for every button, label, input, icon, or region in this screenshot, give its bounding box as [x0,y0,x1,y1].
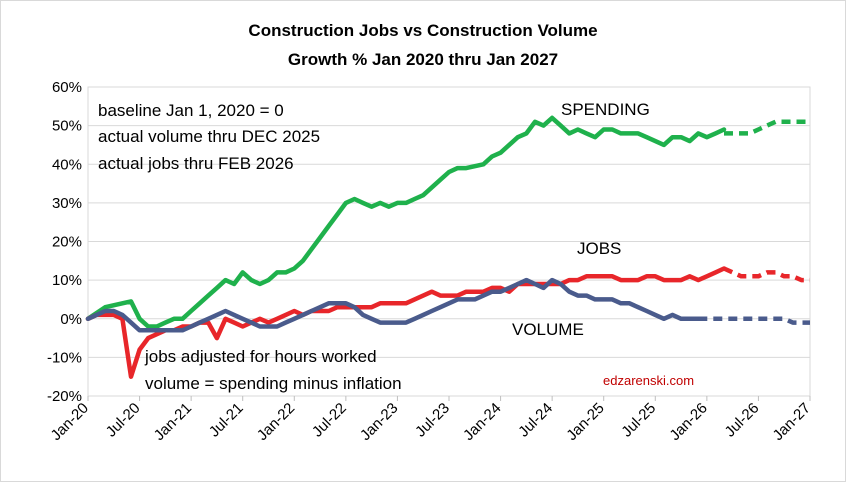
chart-title: Construction Jobs vs Construction Volume… [248,21,597,69]
footnote-jobs-adjusted: jobs adjusted for hours worked [144,347,377,366]
y-tick-label: 60% [52,79,82,96]
x-tick-label: Jul-22 [309,400,350,441]
y-tick-label: -10% [47,349,82,366]
x-tick-label: Jul-20 [103,400,144,441]
gridlines [87,86,811,397]
x-tick-label: Jul-21 [206,400,247,441]
x-tick-label: Jan-24 [460,400,504,444]
y-tick-label: 20% [52,234,82,251]
credit-text: edzarenski.com [603,373,694,388]
x-tick-label: Jan-22 [254,400,298,444]
x-tick-label: Jan-25 [563,400,607,444]
series-line-spending-actual [85,115,727,329]
series-line-volume-forecast [698,316,810,325]
x-tick-label: Jan-27 [770,400,814,444]
x-tick-label: Jul-24 [515,400,556,441]
y-tick-label: 0% [60,311,82,328]
x-tick-label: Jan-21 [151,400,195,444]
chart-title-line2: Growth % Jan 2020 thru Jan 2027 [288,50,558,69]
y-tick-label: -20% [47,388,82,405]
y-tick-label: 10% [52,272,82,289]
x-tick-label: Jan-23 [357,400,401,444]
footnote-volume-def: volume = spending minus inflation [145,374,402,393]
series-label-spending: SPENDING [561,100,650,119]
x-tick-label: Jan-26 [666,400,710,444]
note-jobs-thru: actual jobs thru FEB 2026 [98,154,294,173]
series-label-volume: VOLUME [512,320,584,339]
series-line-spending-forecast [724,119,810,136]
y-tick-label: 40% [52,156,82,173]
y-tick-label: 30% [52,195,82,212]
x-tick-label: Jul-26 [722,400,763,441]
chart-title-line1: Construction Jobs vs Construction Volume [248,21,597,40]
series-lines [85,115,810,379]
x-tick-label: Jan-20 [48,400,92,444]
series-label-jobs: JOBS [577,239,621,258]
series-line-volume-actual [85,277,701,333]
series-labels: SPENDING JOBS VOLUME [512,100,650,339]
series-line-jobs-forecast [723,266,810,283]
x-tick-label: Jul-23 [412,400,453,441]
note-volume-thru: actual volume thru DEC 2025 [98,127,320,146]
note-baseline: baseline Jan 1, 2020 = 0 [98,101,284,120]
footnotes: jobs adjusted for hours worked volume = … [144,347,402,393]
notes-box: baseline Jan 1, 2020 = 0 actual volume t… [98,101,320,173]
x-tick-label: Jul-25 [618,400,659,441]
y-tick-label: 50% [52,118,82,135]
